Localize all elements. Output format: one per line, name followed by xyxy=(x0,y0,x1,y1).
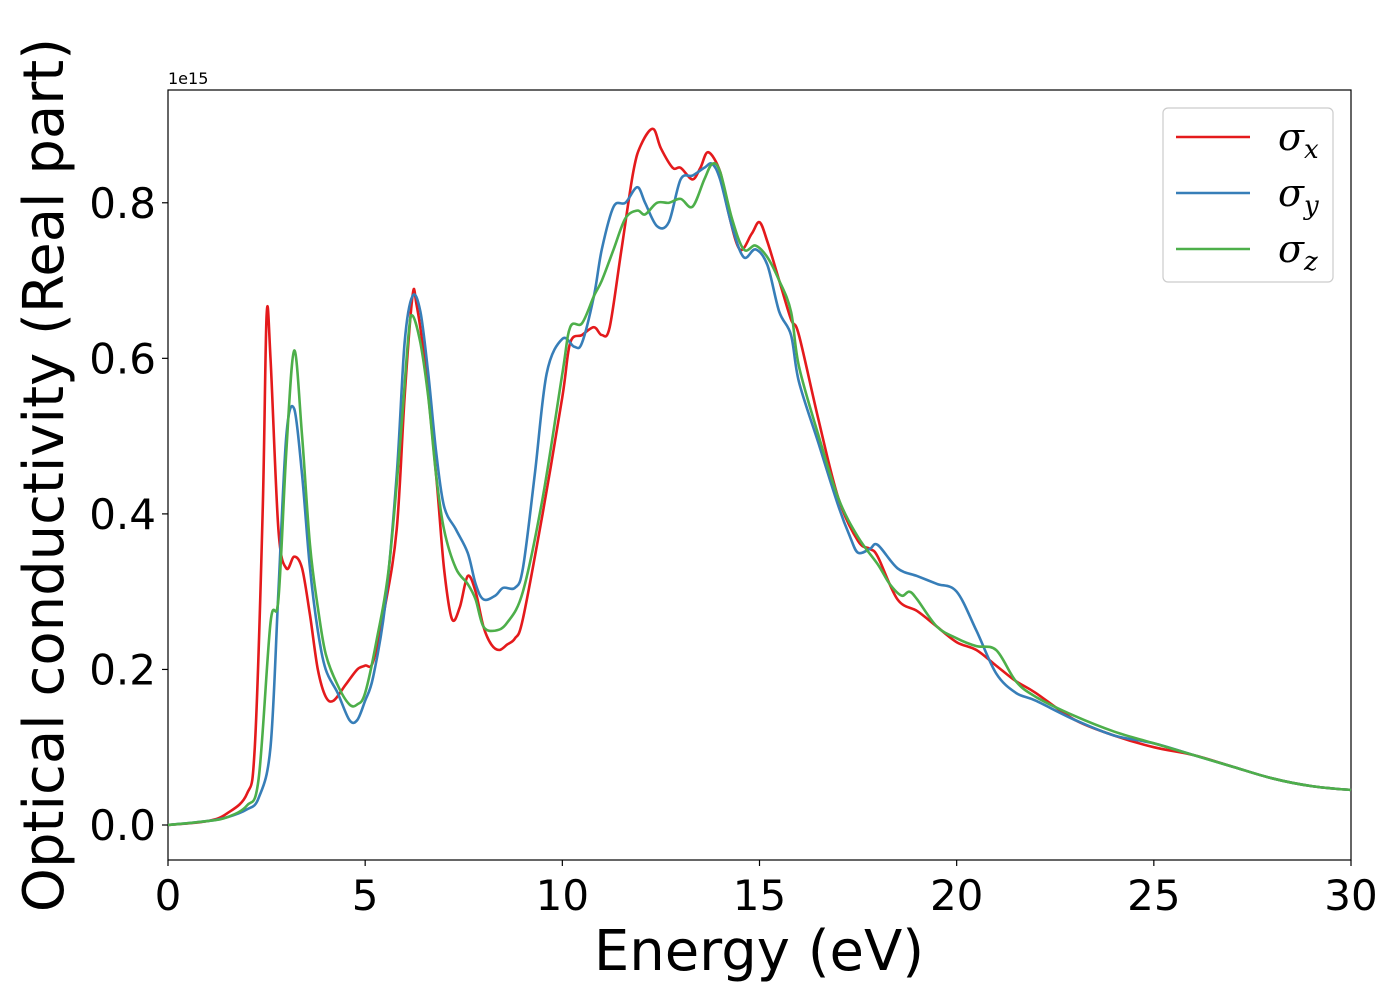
x-axis-ticks: 0 5 10 15 20 25 30 xyxy=(155,860,1378,920)
y-axis-ticks: 0.0 0.2 0.4 0.6 0.8 xyxy=(89,179,168,850)
y-tick-label: 0.6 xyxy=(89,334,156,383)
x-axis-label: Energy (eV) xyxy=(594,919,924,984)
legend-frame xyxy=(1162,107,1334,283)
series-lines xyxy=(167,127,1352,827)
x-tick-label: 10 xyxy=(536,871,589,920)
series-line-z xyxy=(167,161,1352,827)
y-tick-label: 0.4 xyxy=(89,490,156,539)
y-tick-label: 0.8 xyxy=(89,179,156,228)
x-tick-label: 0 xyxy=(155,871,182,920)
x-tick-label: 5 xyxy=(352,871,379,920)
y-tick-label: 0.2 xyxy=(89,645,156,694)
legend-label-x: σx xyxy=(1278,115,1319,165)
x-tick-label: 30 xyxy=(1324,871,1377,920)
legend: σx σy σz xyxy=(1162,107,1334,283)
legend-label-y: σy xyxy=(1278,171,1319,221)
series-line-y xyxy=(167,162,1352,827)
y-tick-label: 0.0 xyxy=(89,801,156,850)
x-tick-label: 15 xyxy=(733,871,786,920)
legend-label-z: σz xyxy=(1278,227,1318,277)
y-axis-offset-label: 1e15 xyxy=(168,69,208,88)
x-tick-label: 25 xyxy=(1127,871,1180,920)
y-axis-label: Optical conductivity (Real part) xyxy=(12,38,77,912)
x-tick-label: 20 xyxy=(930,871,983,920)
